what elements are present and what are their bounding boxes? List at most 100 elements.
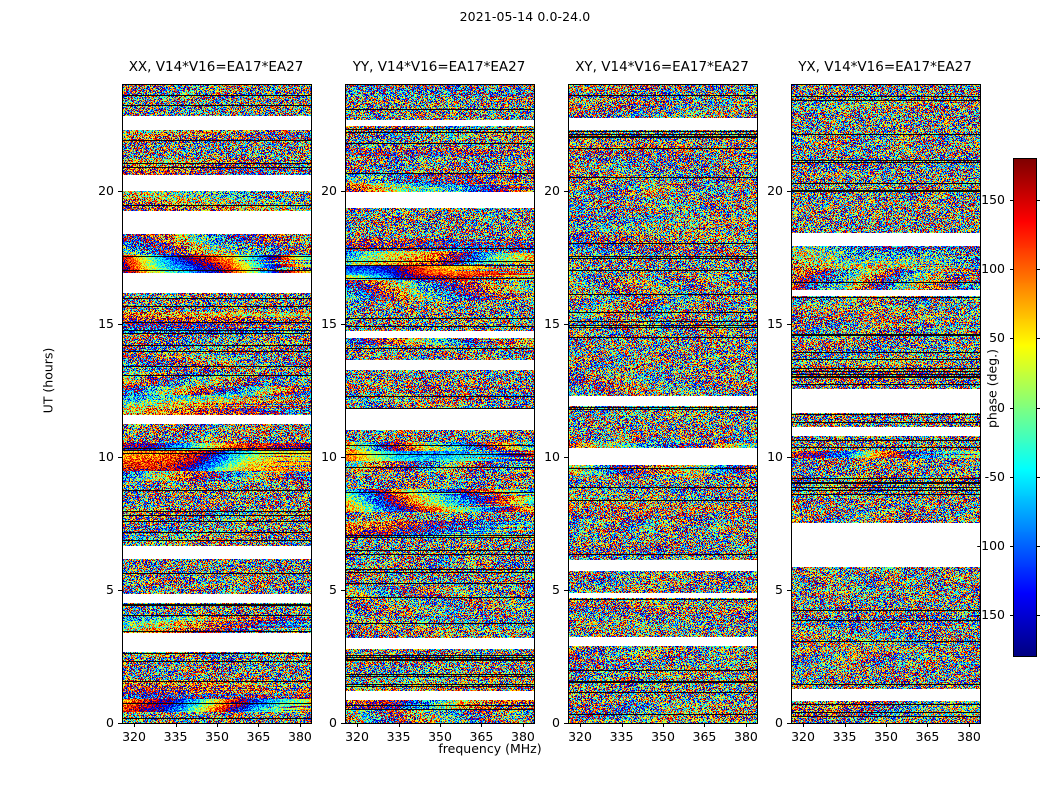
x-tick (745, 723, 747, 727)
x-tick (299, 723, 301, 727)
x-tick-label: 335 (609, 729, 634, 744)
heatmap-panel-yy[interactable] (345, 84, 535, 724)
x-tick-label: 320 (568, 729, 592, 744)
y-tick-label: 0 (106, 715, 114, 730)
y-tick-label: 20 (544, 183, 560, 199)
colorbar-tick (1036, 200, 1040, 202)
y-tick-label: 15 (544, 316, 560, 332)
y-axis-label: UT (hours) (40, 347, 56, 414)
y-tick-label: 5 (552, 582, 560, 598)
x-tick-label: 350 (651, 729, 675, 744)
colorbar-tick-inner (1010, 338, 1014, 340)
colorbar-tick-label: -100 (976, 537, 1005, 553)
x-tick (968, 723, 970, 727)
y-tick (564, 590, 568, 592)
y-tick (118, 191, 122, 193)
y-tick-label: 15 (98, 316, 114, 332)
colorbar-tick-label: -50 (984, 468, 1005, 484)
y-tick (787, 324, 791, 326)
colorbar-tick (1036, 545, 1040, 547)
heatmap-panel-yx[interactable] (791, 84, 981, 724)
colorbar-tick-label: 50 (989, 330, 1005, 346)
colorbar-tick-inner (1010, 614, 1014, 616)
y-tick-label: 0 (329, 715, 337, 730)
x-tick (803, 723, 805, 727)
x-tick (580, 723, 582, 727)
colorbar-tick-label: 100 (981, 261, 1005, 277)
y-tick (787, 191, 791, 193)
y-tick (564, 324, 568, 326)
heatmap-panel-xx[interactable] (122, 84, 312, 724)
y-tick (564, 457, 568, 459)
y-tick (787, 457, 791, 459)
y-tick-label: 10 (98, 449, 114, 465)
panel-title-xx: XX, V14*V16=EA17*EA27 (128, 59, 304, 75)
y-tick (564, 191, 568, 193)
x-tick (886, 723, 887, 727)
colorbar-tick (1036, 407, 1040, 409)
x-tick (175, 723, 177, 727)
colorbar-tick-inner (1010, 269, 1014, 271)
colorbar[interactable] (1013, 158, 1037, 657)
x-tick (258, 723, 260, 727)
y-tick-label: 5 (106, 582, 114, 598)
panel-title-xy: XY, V14*V16=EA17*EA27 (575, 59, 749, 75)
y-tick (118, 590, 122, 592)
x-tick-label: 380 (511, 729, 535, 744)
y-tick-label: 10 (321, 449, 337, 465)
y-tick (118, 324, 122, 326)
x-tick-label: 350 (874, 729, 898, 744)
x-tick (663, 723, 664, 727)
x-axis-label: frequency (MHz) (438, 741, 542, 756)
x-tick-label: 365 (469, 729, 494, 744)
x-tick-label: 365 (915, 729, 940, 744)
colorbar-tick (1036, 338, 1040, 340)
y-tick-label: 15 (767, 316, 783, 332)
x-tick-label: 365 (246, 729, 271, 744)
x-tick-label: 380 (957, 729, 981, 744)
colorbar-tick-inner (1010, 545, 1014, 547)
y-tick-label: 0 (552, 715, 560, 730)
panel-title-yx: YX, V14*V16=EA17*EA27 (798, 59, 972, 75)
x-tick (621, 723, 623, 727)
y-tick (341, 457, 345, 459)
colorbar-tick-label: 0 (997, 399, 1005, 415)
colorbar-tick-label: 150 (981, 192, 1005, 208)
x-tick-label: 350 (205, 729, 229, 744)
y-tick (118, 723, 122, 724)
x-tick-label: 335 (163, 729, 188, 744)
colorbar-label: phase (deg.) (984, 349, 1000, 428)
y-tick (341, 191, 345, 193)
x-tick (440, 723, 441, 727)
x-tick-label: 380 (734, 729, 758, 744)
y-tick-label: 5 (329, 582, 337, 598)
y-tick-label: 20 (98, 183, 114, 199)
y-tick-label: 20 (767, 183, 783, 199)
x-tick-label: 380 (288, 729, 312, 744)
y-tick-label: 20 (321, 183, 337, 199)
x-tick (217, 723, 218, 727)
colorbar-tick (1036, 614, 1040, 616)
y-tick-label: 0 (775, 715, 783, 730)
x-tick (704, 723, 706, 727)
y-tick-label: 10 (544, 449, 560, 465)
y-tick (118, 457, 122, 459)
y-tick (341, 590, 345, 592)
y-tick-label: 15 (321, 316, 337, 332)
y-tick (564, 723, 568, 724)
heatmap-panel-xy[interactable] (568, 84, 758, 724)
y-tick (341, 324, 345, 326)
x-tick-label: 320 (791, 729, 815, 744)
y-tick-label: 5 (775, 582, 783, 598)
x-tick-label: 350 (428, 729, 452, 744)
x-tick-label: 320 (122, 729, 146, 744)
colorbar-tick (1036, 269, 1040, 271)
x-tick (134, 723, 136, 727)
y-tick (787, 590, 791, 592)
x-tick-label: 365 (692, 729, 717, 744)
x-tick (522, 723, 524, 727)
panel-title-yy: YY, V14*V16=EA17*EA27 (352, 59, 526, 75)
x-tick (844, 723, 846, 727)
colorbar-tick-inner (1010, 200, 1014, 202)
